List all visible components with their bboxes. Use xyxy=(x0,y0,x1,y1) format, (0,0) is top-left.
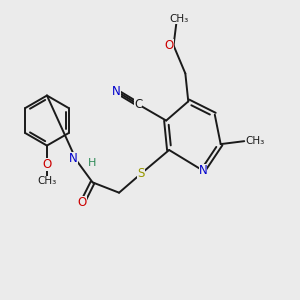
Text: N: N xyxy=(199,164,207,177)
Text: CH₃: CH₃ xyxy=(37,176,57,186)
Text: CH₃: CH₃ xyxy=(246,136,265,146)
Text: C: C xyxy=(134,98,142,111)
Text: CH₃: CH₃ xyxy=(170,14,189,24)
Text: N: N xyxy=(112,85,121,98)
Text: O: O xyxy=(78,196,87,209)
Text: O: O xyxy=(164,39,174,52)
Text: H: H xyxy=(88,158,97,168)
Text: O: O xyxy=(42,158,52,171)
Text: S: S xyxy=(137,167,145,180)
Text: N: N xyxy=(69,152,78,165)
